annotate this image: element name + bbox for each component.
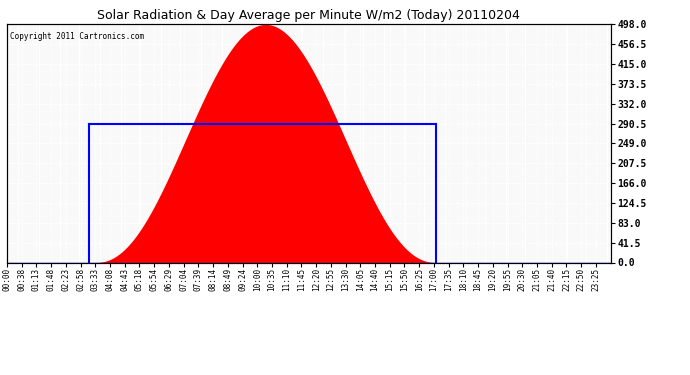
Title: Solar Radiation & Day Average per Minute W/m2 (Today) 20110204: Solar Radiation & Day Average per Minute… [97,9,520,22]
Text: Copyright 2011 Cartronics.com: Copyright 2011 Cartronics.com [10,32,144,40]
